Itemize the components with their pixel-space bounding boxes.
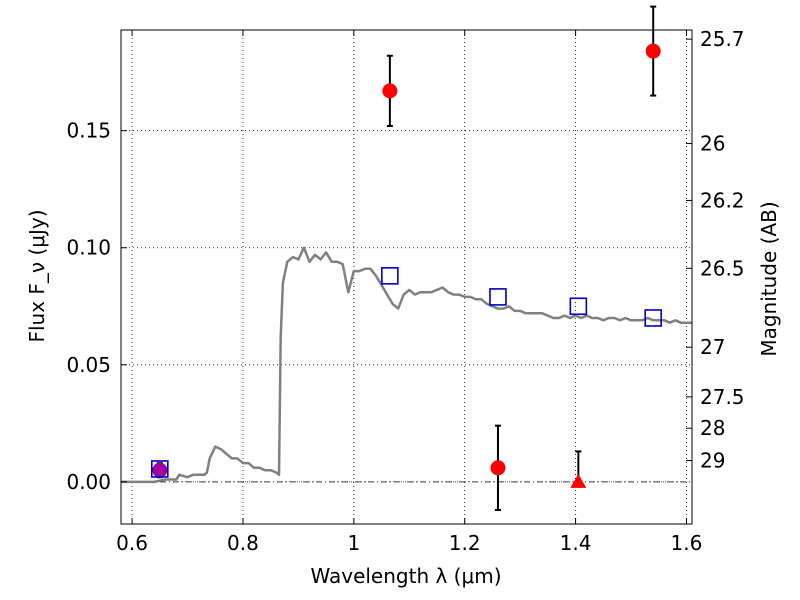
model-flux-square xyxy=(489,288,507,306)
photometry-point xyxy=(382,83,398,99)
x-tick-label: 1 xyxy=(347,531,360,555)
model-flux-square xyxy=(381,267,399,285)
y-axis-label: Flux F_ν (μJy) xyxy=(25,209,49,342)
model-flux-square xyxy=(151,460,169,478)
x-tick-label: 0.8 xyxy=(227,531,259,555)
data-series xyxy=(121,5,692,511)
y-tick-label: 0.05 xyxy=(66,353,111,377)
model-spectrum-line xyxy=(121,246,692,484)
y2-tick-label: 28 xyxy=(700,416,725,440)
y2-tick-label: 26.5 xyxy=(700,256,745,280)
upper-limit-point xyxy=(570,473,587,488)
y2-axis-label: Magnitude (AB) xyxy=(757,201,781,356)
x-tick-label: 1.4 xyxy=(560,531,592,555)
y2-tick-label: 29 xyxy=(700,449,725,473)
y2-tick-label: 26.2 xyxy=(700,188,745,212)
y2-tick-label: 25.7 xyxy=(700,27,745,51)
y-tick-label: 0.10 xyxy=(66,236,111,260)
photometry-point xyxy=(645,43,661,59)
plot-frame xyxy=(120,29,693,525)
y2-tick-label: 27.5 xyxy=(700,385,745,409)
photometry-point xyxy=(152,462,168,478)
y2-tick-label: 27 xyxy=(700,335,725,359)
y2-tick-label: 26 xyxy=(700,132,725,156)
x-tick-label: 1.2 xyxy=(449,531,481,555)
model-flux-square xyxy=(569,297,588,316)
ticks: 0.6 0.8 1 1.2 1.4 1.6 0.00 0.05 0.10 0.15 25.7 26 26… xyxy=(66,27,744,555)
x-axis-label: Wavelength λ (μm) xyxy=(310,564,501,588)
grid-lines xyxy=(121,30,692,524)
photometry-point xyxy=(490,460,506,476)
x-tick-label: 0.6 xyxy=(116,531,148,555)
model-flux-square xyxy=(644,309,662,327)
y-tick-label: 0.00 xyxy=(66,470,111,494)
x-tick-label: 1.6 xyxy=(671,531,703,555)
y-tick-label: 0.15 xyxy=(66,119,111,143)
